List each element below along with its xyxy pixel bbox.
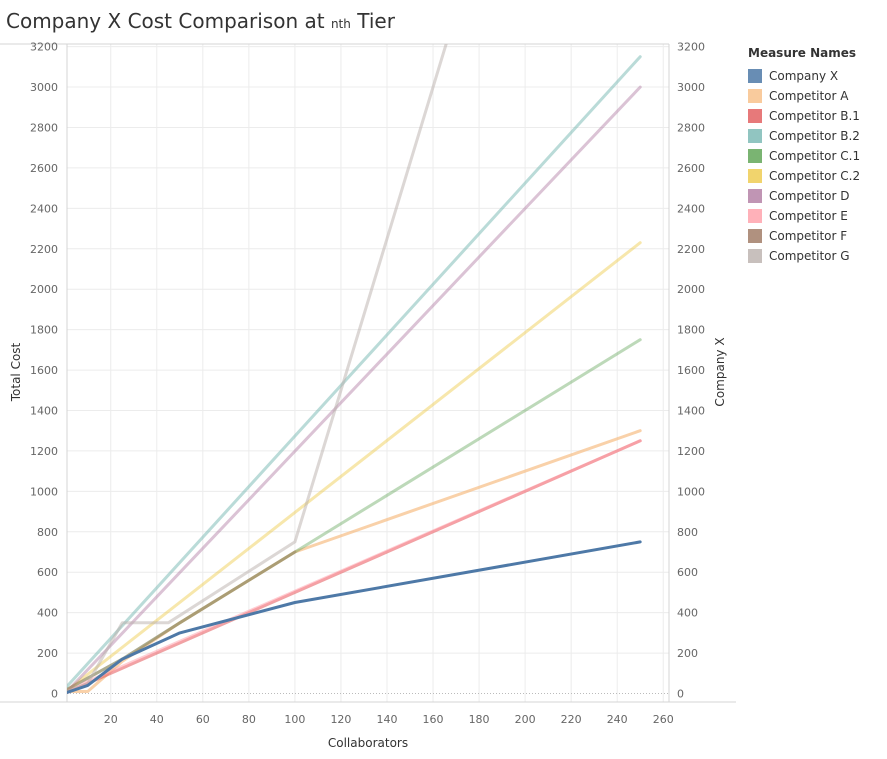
y2-tick-label: 3200 <box>677 41 705 54</box>
x-tick-label: 20 <box>104 713 118 726</box>
series-lines <box>67 44 642 694</box>
x-tick-label: 120 <box>330 713 351 726</box>
y-axis-label: Total Cost <box>9 342 23 402</box>
y-tick-label: 2400 <box>30 202 58 215</box>
legend-swatch <box>748 89 762 103</box>
legend-item[interactable]: Competitor C.1 <box>748 146 883 166</box>
x-axis-label: Collaborators <box>328 736 408 750</box>
legend-label: Competitor G <box>769 249 850 263</box>
y2-tick-label: 1800 <box>677 324 705 337</box>
y-tick-label: 2000 <box>30 283 58 296</box>
legend-item[interactable]: Company X <box>748 66 883 86</box>
y-tick-label: 400 <box>37 607 58 620</box>
y-tick-label: 1200 <box>30 445 58 458</box>
legend-item[interactable]: Competitor E <box>748 206 883 226</box>
legend-item[interactable]: Competitor D <box>748 186 883 206</box>
y2-tick-label: 3000 <box>677 81 705 94</box>
y2-axis-label: Company X <box>713 337 727 406</box>
chart-title-prefix: Company X Cost Comparison at <box>6 9 331 33</box>
y-tick-label: 2200 <box>30 243 58 256</box>
legend-swatch <box>748 229 762 243</box>
y2-tick-label: 1200 <box>677 445 705 458</box>
x-tick-label: 180 <box>469 713 490 726</box>
y2-tick-label: 0 <box>677 688 684 701</box>
y2-tick-label: 2000 <box>677 283 705 296</box>
y-tick-label: 1600 <box>30 364 58 377</box>
legend-title: Measure Names <box>748 46 857 60</box>
legend-item[interactable]: Competitor A <box>748 86 883 106</box>
y-tick-label: 2800 <box>30 121 58 134</box>
series-line-competitor-c-1 <box>67 338 642 691</box>
legend-item[interactable]: Competitor G <box>748 246 883 266</box>
x-tick-label: 40 <box>150 713 164 726</box>
legend-label: Competitor C.2 <box>769 169 861 183</box>
legend-swatch <box>748 69 762 83</box>
y-tick-label: 1000 <box>30 485 58 498</box>
chart-title-tier-word: nth <box>330 17 351 31</box>
x-tick-label: 200 <box>515 713 536 726</box>
legend-label: Competitor D <box>769 189 850 203</box>
chart-title: Company X Cost Comparison at nth Tier <box>6 9 395 33</box>
series-line-company-x <box>67 540 642 694</box>
legend-swatch <box>748 109 762 123</box>
y-tick-label: 200 <box>37 647 58 660</box>
y-tick-label: 800 <box>37 526 58 539</box>
axes: 0 0 200 200 400 400 600 600 800 800 1000 1000 1200 12… <box>0 41 736 726</box>
legend-item[interactable]: Competitor B.1 <box>748 106 883 126</box>
x-tick-label: 240 <box>607 713 628 726</box>
x-tick-label: 60 <box>196 713 210 726</box>
y2-tick-label: 1000 <box>677 485 705 498</box>
x-tick-label: 220 <box>561 713 582 726</box>
legend-swatch <box>748 249 762 263</box>
legend-swatch <box>748 209 762 223</box>
series-line-competitor-g <box>67 44 448 693</box>
x-tick-label: 160 <box>423 713 444 726</box>
legend: Measure Names Company X Competitor A Compe… <box>748 46 883 266</box>
x-tick-label: 100 <box>284 713 305 726</box>
legend-item[interactable]: Competitor F <box>748 226 883 246</box>
legend-swatch <box>748 169 762 183</box>
y-tick-label: 1400 <box>30 404 58 417</box>
series-line-competitor-c-2 <box>67 241 642 692</box>
x-tick-label: 140 <box>376 713 397 726</box>
y2-tick-label: 800 <box>677 526 698 539</box>
legend-swatch <box>748 149 762 163</box>
series-line-competitor-d <box>67 85 642 693</box>
legend-label: Company X <box>769 69 839 83</box>
y2-tick-label: 1600 <box>677 364 705 377</box>
y2-tick-label: 600 <box>677 566 698 579</box>
y-tick-label: 0 <box>51 688 58 701</box>
legend-item[interactable]: Competitor B.2 <box>748 126 883 146</box>
legend-label: Competitor B.1 <box>769 109 860 123</box>
legend-label: Competitor C.1 <box>769 149 861 163</box>
y2-tick-label: 2600 <box>677 162 705 175</box>
grid <box>67 44 669 702</box>
series-line-competitor-f <box>67 550 297 691</box>
legend-items: Company X Competitor A Competitor B.1 Compe… <box>748 66 883 266</box>
series-line-competitor-b-2 <box>67 55 642 688</box>
legend-label: Competitor E <box>769 209 848 223</box>
legend-label: Competitor A <box>769 89 849 103</box>
x-tick-label: 80 <box>242 713 256 726</box>
legend-swatch <box>748 129 762 143</box>
y-tick-label: 600 <box>37 566 58 579</box>
series-line-competitor-a <box>67 429 642 693</box>
legend-label: Competitor F <box>769 229 848 243</box>
y2-tick-label: 2400 <box>677 202 705 215</box>
y-tick-label: 1800 <box>30 324 58 337</box>
y-tick-label: 3000 <box>30 81 58 94</box>
legend-swatch <box>748 189 762 203</box>
y2-tick-label: 2800 <box>677 121 705 134</box>
y-tick-label: 2600 <box>30 162 58 175</box>
y2-tick-label: 1400 <box>677 404 705 417</box>
legend-item[interactable]: Competitor C.2 <box>748 166 883 186</box>
legend-label: Competitor B.2 <box>769 129 860 143</box>
y2-tick-label: 200 <box>677 647 698 660</box>
y2-tick-label: 400 <box>677 607 698 620</box>
y2-tick-label: 2200 <box>677 243 705 256</box>
chart-title-suffix: Tier <box>350 9 395 33</box>
y-tick-label: 3200 <box>30 41 58 54</box>
x-tick-label: 260 <box>653 713 674 726</box>
